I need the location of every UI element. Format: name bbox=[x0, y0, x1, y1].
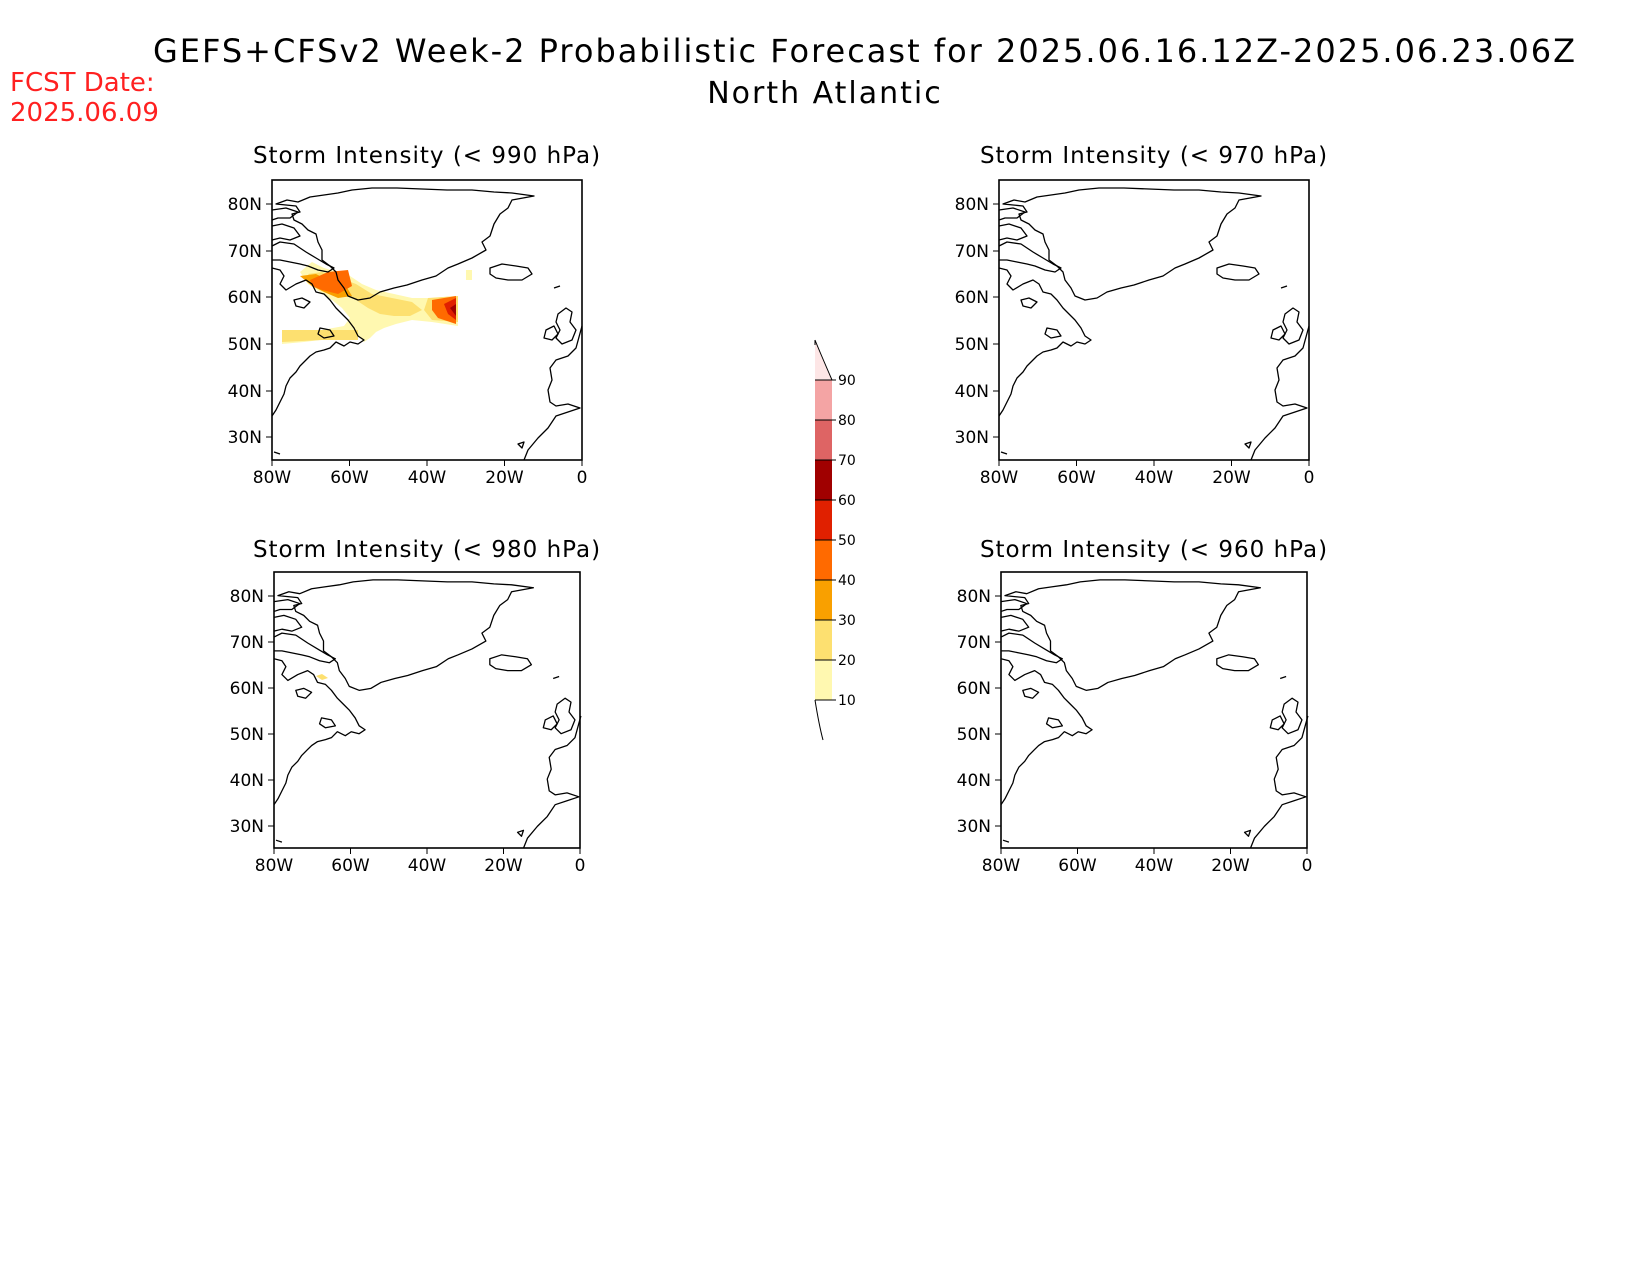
lon-label: 20W bbox=[485, 468, 524, 488]
colorbar-label: 90 bbox=[838, 373, 856, 389]
lat-label: 30N bbox=[230, 817, 264, 837]
colorbar-label: 60 bbox=[838, 493, 856, 509]
lon-label: 80W bbox=[982, 856, 1021, 876]
colorbar-label: 10 bbox=[838, 693, 856, 709]
lat-ticks-970: 80N 70N 60N 50N 40N 30N bbox=[955, 195, 999, 448]
colorbar-label: 50 bbox=[838, 533, 856, 549]
lat-label: 50N bbox=[955, 335, 989, 355]
lat-label: 40N bbox=[955, 382, 989, 402]
map-panel-970: 80N 70N 60N 50N 40N 30N 80W 60W 40W 20W … bbox=[955, 179, 1315, 488]
colorbar-swatch bbox=[815, 460, 832, 500]
colorbar-label: 80 bbox=[838, 413, 856, 429]
lat-label: 40N bbox=[228, 382, 262, 402]
lat-label: 50N bbox=[957, 725, 991, 745]
lat-label: 40N bbox=[957, 771, 991, 791]
probability-shading-990 bbox=[282, 262, 472, 344]
lat-label: 80N bbox=[228, 195, 262, 215]
colorbar-swatch bbox=[815, 660, 832, 700]
colorbar-swatch bbox=[815, 580, 832, 620]
forecast-date-value: 2025.06.09 bbox=[10, 98, 159, 128]
forecast-date-label: FCST Date: bbox=[10, 68, 155, 98]
lat-ticks-980: 80N 70N 60N 50N 40N 30N bbox=[230, 587, 274, 837]
lat-label: 60N bbox=[955, 288, 989, 308]
colorbar-top-cap bbox=[815, 340, 832, 380]
lat-label: 70N bbox=[230, 633, 264, 653]
lon-label: 60W bbox=[1057, 468, 1096, 488]
lon-label: 80W bbox=[253, 468, 292, 488]
lon-label: 20W bbox=[1211, 856, 1250, 876]
panel-title-990: Storm Intensity (< 990 hPa) bbox=[253, 143, 601, 169]
colorbar-swatch bbox=[815, 420, 832, 460]
panel-title-980: Storm Intensity (< 980 hPa) bbox=[253, 537, 601, 563]
map-panel-960: 80N 70N 60N 50N 40N 30N 80W 60W 40W 20W … bbox=[957, 571, 1313, 876]
colorbar-swatch bbox=[815, 540, 832, 580]
lat-label: 30N bbox=[228, 428, 262, 448]
region-subtitle: North Atlantic bbox=[707, 76, 943, 111]
lat-label: 50N bbox=[230, 725, 264, 745]
probability-shading-980 bbox=[316, 674, 328, 680]
colorbar-swatch bbox=[815, 500, 832, 540]
lat-ticks-990: 80N 70N 60N 50N 40N 30N bbox=[228, 195, 272, 448]
lon-label: 60W bbox=[331, 856, 370, 876]
map-panel-980: 80N 70N 60N 50N 40N 30N 80W 60W 40W 20W … bbox=[230, 571, 586, 876]
colorbar-label: 70 bbox=[838, 453, 856, 469]
lat-label: 60N bbox=[228, 288, 262, 308]
lon-label: 40W bbox=[1135, 468, 1174, 488]
lat-label: 70N bbox=[955, 242, 989, 262]
lat-label: 30N bbox=[955, 428, 989, 448]
lon-label: 40W bbox=[1135, 856, 1174, 876]
lon-label: 80W bbox=[255, 856, 294, 876]
lat-label: 30N bbox=[957, 817, 991, 837]
lat-label: 80N bbox=[955, 195, 989, 215]
lon-label: 0 bbox=[1304, 468, 1315, 488]
lon-label: 40W bbox=[408, 468, 447, 488]
lat-label: 40N bbox=[230, 771, 264, 791]
panel-title-960: Storm Intensity (< 960 hPa) bbox=[980, 537, 1328, 563]
lon-ticks-980: 80W 60W 40W 20W 0 bbox=[255, 848, 586, 876]
lat-label: 60N bbox=[230, 679, 264, 699]
lat-label: 50N bbox=[228, 335, 262, 355]
map-title: GEFS+CFSv2 Week-2 Probabilistic Forecast… bbox=[152, 32, 1578, 70]
lon-label: 40W bbox=[408, 856, 447, 876]
lon-ticks-990: 80W 60W 40W 20W 0 bbox=[253, 460, 588, 488]
lon-label: 20W bbox=[1212, 468, 1251, 488]
lat-label: 70N bbox=[228, 242, 262, 262]
lat-label: 60N bbox=[957, 679, 991, 699]
map-panel-990: 80N 70N 60N 50N 40N 30N 80W 60W 40W 20W … bbox=[228, 179, 588, 488]
colorbar-swatch bbox=[815, 620, 832, 660]
lat-ticks-960: 80N 70N 60N 50N 40N 30N bbox=[957, 587, 1001, 837]
forecast-date: FCST Date: 2025.06.09 bbox=[10, 68, 159, 128]
lon-label: 80W bbox=[980, 468, 1019, 488]
colorbar-label: 30 bbox=[838, 613, 856, 629]
colorbar-swatch bbox=[815, 380, 832, 420]
panel-title-970: Storm Intensity (< 970 hPa) bbox=[980, 143, 1328, 169]
colorbar-label: 20 bbox=[838, 653, 856, 669]
lon-label: 0 bbox=[577, 468, 588, 488]
lon-label: 0 bbox=[1302, 856, 1313, 876]
colorbar-label: 40 bbox=[838, 573, 856, 589]
lon-label: 20W bbox=[484, 856, 523, 876]
lon-label: 60W bbox=[1058, 856, 1097, 876]
lon-ticks-960: 80W 60W 40W 20W 0 bbox=[982, 848, 1313, 876]
lon-label: 0 bbox=[575, 856, 586, 876]
colorbar: 90 80 70 60 50 40 30 20 10 bbox=[814, 339, 856, 741]
lon-label: 60W bbox=[330, 468, 369, 488]
lat-label: 80N bbox=[230, 587, 264, 607]
lat-label: 80N bbox=[957, 587, 991, 607]
lon-ticks-970: 80W 60W 40W 20W 0 bbox=[980, 460, 1315, 488]
lat-label: 70N bbox=[957, 633, 991, 653]
